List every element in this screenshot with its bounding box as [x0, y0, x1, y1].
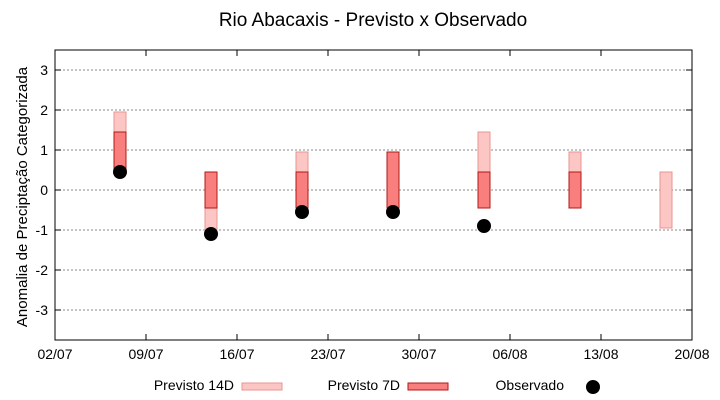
legend-label-previsto-7d: Previsto 7D	[328, 377, 400, 393]
x-tick-label: 06/08	[492, 346, 527, 362]
y-tick-label: -3	[36, 302, 49, 318]
x-tick-label: 02/07	[37, 346, 72, 362]
legend-label-observado: Observado	[496, 377, 565, 393]
legend-swatch-previsto-7d	[407, 382, 449, 391]
legend-swatch-previsto-14d	[241, 382, 283, 391]
y-axis-ticks: -3 -2 -1 0 1 2 3	[36, 62, 692, 318]
observado-point	[386, 205, 400, 219]
series-previsto-7d	[113, 131, 582, 209]
x-axis-ticks: 02/07 09/07 16/07 23/07 30/07 06/08 13/08 20/08	[37, 50, 710, 362]
observado-point	[295, 205, 309, 219]
legend-label-previsto-14d: Previsto 14D	[154, 377, 234, 393]
range-bar-previsto-14d	[295, 151, 309, 173]
range-bar-previsto-14d	[204, 207, 218, 231]
range-bar-previsto-7d	[386, 151, 400, 209]
plot-frame	[54, 49, 693, 341]
x-tick-label: 23/07	[310, 346, 345, 362]
observado-point	[477, 219, 491, 233]
x-tick-label: 30/07	[401, 346, 436, 362]
legend-marker-observado	[586, 380, 600, 394]
legend: Previsto 14D Previsto 7D Observado	[154, 377, 600, 394]
range-bar-previsto-7d	[568, 171, 582, 209]
series-observado	[113, 165, 491, 241]
chart-title: Rio Abacaxis - Previsto x Observado	[219, 10, 527, 31]
range-bar-previsto-14d	[568, 151, 582, 173]
x-tick-label: 09/07	[128, 346, 163, 362]
y-tick-label: -2	[36, 262, 49, 278]
y-tick-label: 3	[40, 62, 48, 78]
y-tick-label: -1	[36, 222, 49, 238]
y-tick-label: 2	[40, 102, 48, 118]
x-tick-label: 16/07	[219, 346, 254, 362]
grid-lines	[55, 69, 692, 311]
observado-point	[113, 165, 127, 179]
y-axis-label: Anomalia de Preciptação Categorizada	[14, 66, 31, 327]
y-tick-label: 0	[40, 182, 48, 198]
y-tick-label: 1	[40, 142, 48, 158]
x-tick-label: 13/08	[583, 346, 618, 362]
range-bar-previsto-7d	[295, 171, 309, 209]
range-bar-previsto-7d	[477, 171, 491, 209]
x-tick-label: 20/08	[674, 346, 709, 362]
range-bar-previsto-14d	[477, 131, 491, 173]
observado-point	[204, 227, 218, 241]
range-bar-previsto-7d	[204, 171, 218, 209]
range-bar-previsto-14d	[659, 171, 673, 229]
